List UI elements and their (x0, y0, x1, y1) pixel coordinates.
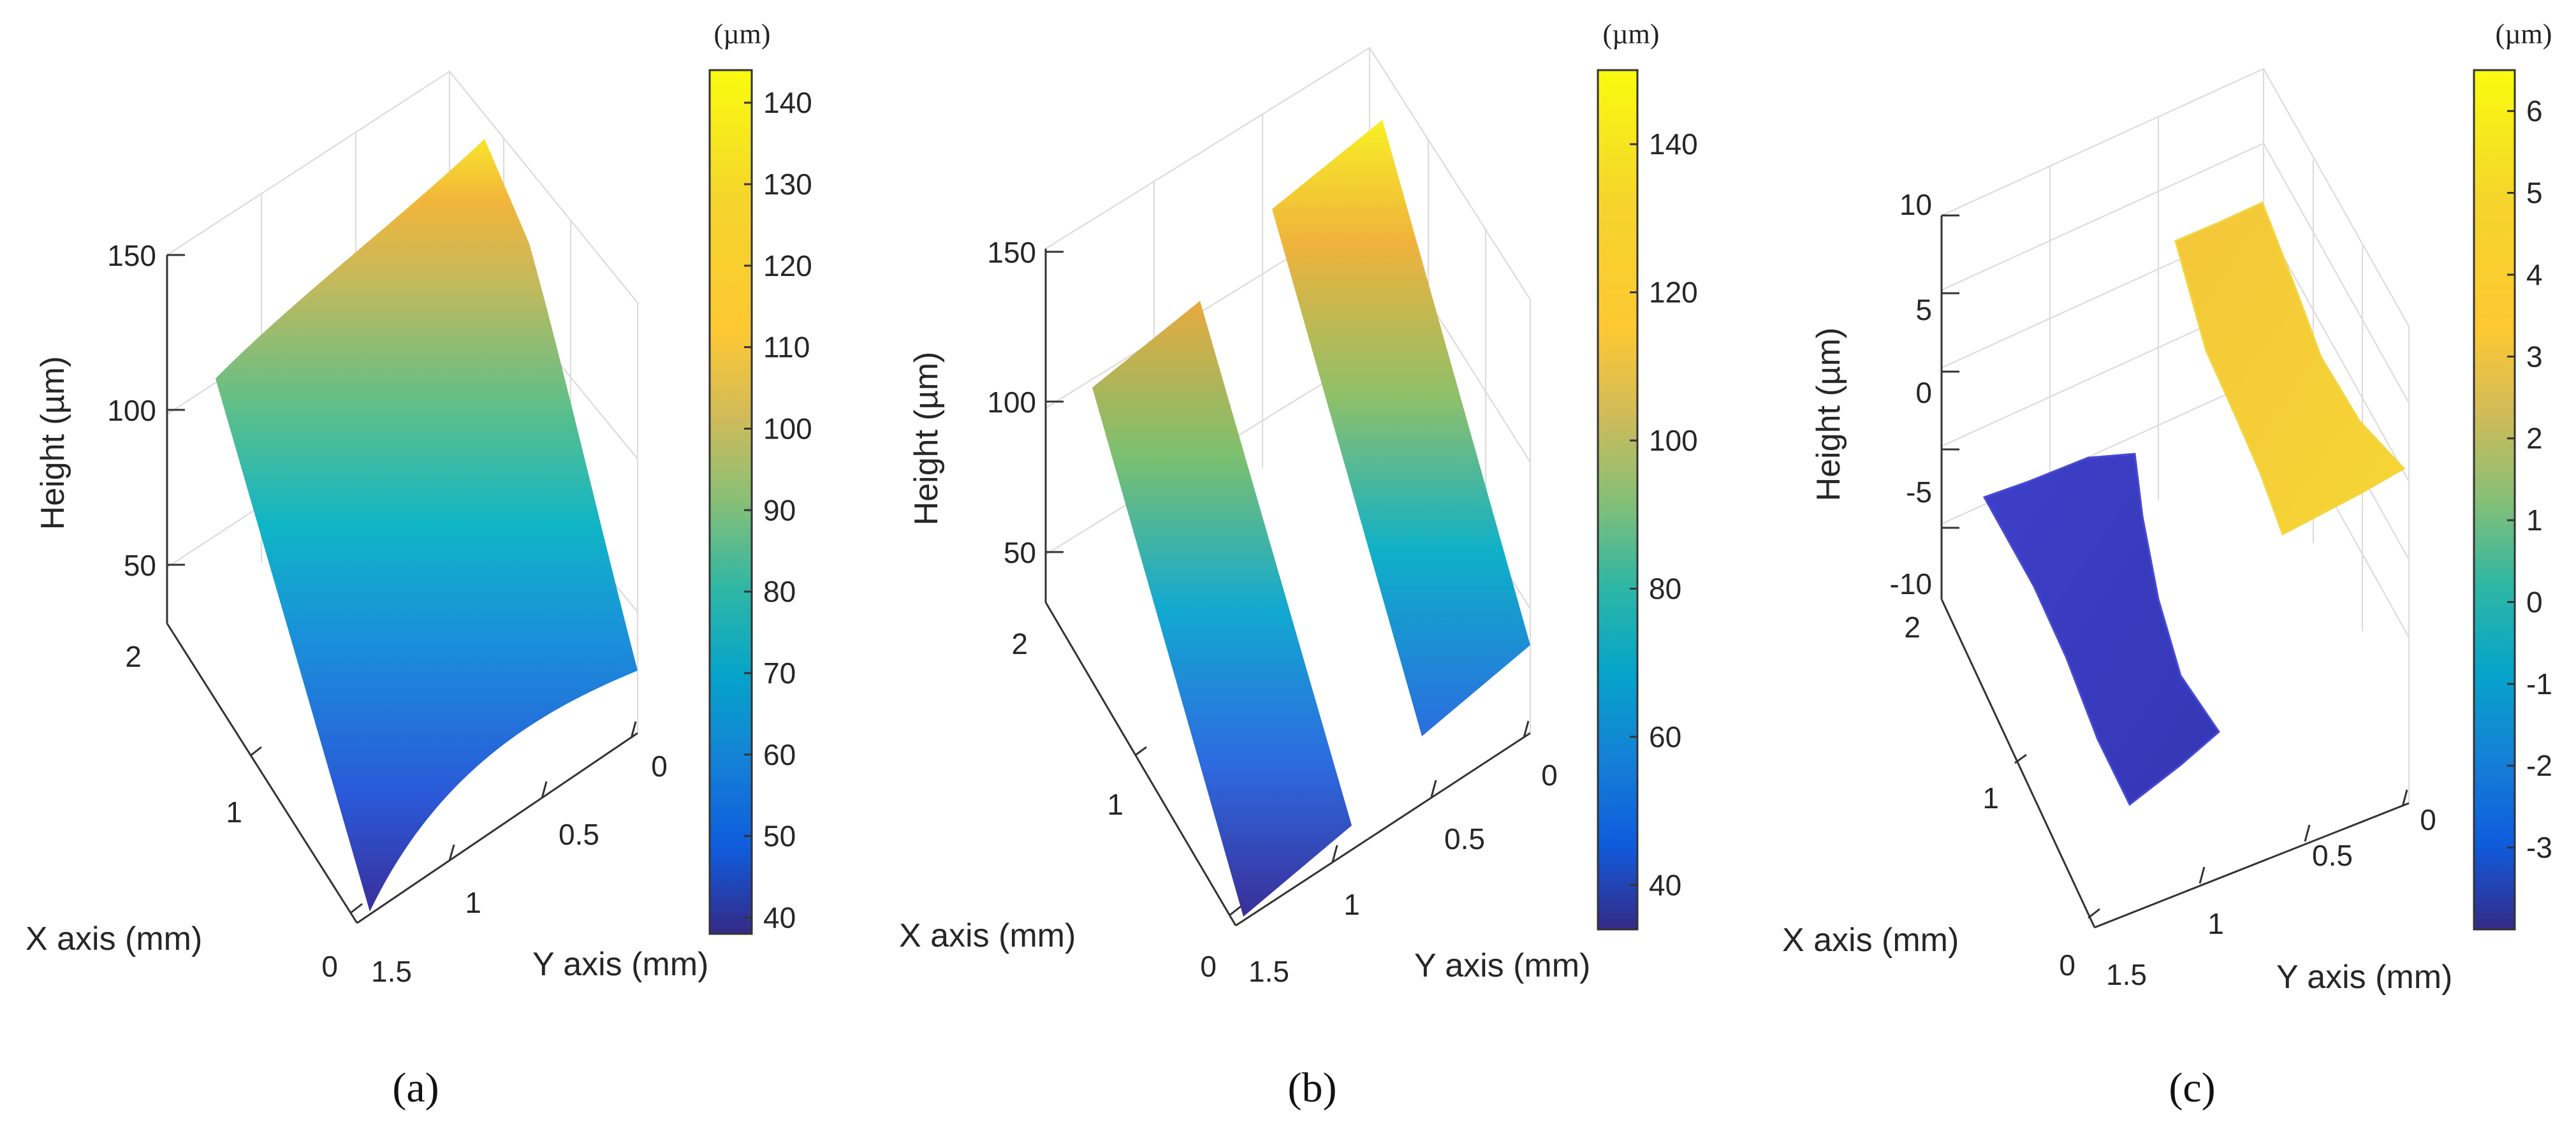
panel-b-y-tick-1: 1 (1343, 888, 1360, 921)
panel-c-colorbar-ticks: 6 5 4 3 2 1 0 -1 -2 -3 (2507, 94, 2552, 864)
panel-b-colorbar-tick-label: 140 (1649, 127, 1698, 161)
panel-c-colorbar-gradient (2474, 70, 2515, 929)
panel-c-caption: (c) (2169, 1065, 2215, 1111)
panel-b-colorbar: 140 120 100 80 60 40 (1597, 69, 1698, 931)
panel-a-colorbar-tick-label: 140 (763, 86, 812, 119)
panel-c-surface-left (1982, 453, 2220, 806)
panel-b-z-tick-50: 50 (1004, 536, 1036, 569)
panel-a-axes (166, 254, 638, 924)
panel-a-colorbar-tick-label: 50 (763, 820, 796, 853)
panel-c-xlabel: X axis (mm) (1782, 922, 1959, 959)
panel-c-colorbar-tick-label: 5 (2526, 177, 2543, 210)
panel-a-xlabel: X axis (mm) (26, 920, 202, 957)
panel-c-y-tick-1: 1 (2207, 907, 2224, 940)
panel-a-x-tick-0: 0 (321, 950, 338, 983)
panel-a-z-tick-50: 50 (124, 549, 156, 582)
panel-b-colorbar-ticks: 140 120 100 80 60 40 (1630, 127, 1698, 901)
panel-c-colorbar-tick-label: -1 (2526, 667, 2552, 701)
panel-c-z-tick-minus5: -5 (1906, 476, 1932, 509)
panel-c-colorbar-tick-label: 0 (2526, 585, 2543, 618)
panel-b-x-tick-0: 0 (1200, 950, 1217, 983)
panel-b-colorbar-tick-label: 120 (1649, 276, 1698, 309)
panel-a-ylabel: Y axis (mm) (532, 946, 708, 983)
panel-a-colorbar-tick-label: 80 (763, 575, 796, 608)
panel-b-y-tick-1.5: 1.5 (1248, 955, 1289, 988)
panel-c-ylabel: Y axis (mm) (2276, 959, 2452, 996)
panel-b-z-tick-100: 100 (987, 386, 1036, 419)
panel-b-xlabel: X axis (mm) (899, 917, 1076, 954)
panel-a-colorbar-gradient (710, 70, 752, 934)
panel-a-colorbar-tick-label: 120 (763, 249, 812, 282)
panel-c-axes (1940, 214, 2410, 929)
panel-a-z-tick-100: 100 (107, 394, 156, 427)
panel-c: 10 5 0 -5 -10 2 1 0 0 0.5 1 1.5 Height (… (1782, 18, 2552, 1111)
panel-c-y-tick-0.5: 0.5 (2312, 839, 2353, 872)
panel-b: 150 100 50 2 1 0 0 0.5 1 1.5 Height (µm)… (899, 18, 1698, 1111)
panel-a-y-tick-1: 1 (465, 886, 481, 919)
panel-b-colorbar-gradient (1598, 70, 1637, 929)
panel-b-colorbar-tick-label: 40 (1649, 868, 1681, 901)
panel-c-colorbar-tick-label: 2 (2526, 422, 2543, 455)
panel-a-x-tick-2: 2 (125, 640, 142, 673)
panel-a-colorbar-unit: (µm) (714, 18, 771, 50)
panel-c-y-tick-1.5: 1.5 (2106, 958, 2147, 991)
panel-a-colorbar-tick-label: 100 (763, 412, 812, 445)
panel-a-caption: (a) (392, 1065, 439, 1111)
panel-c-z-tick-0: 0 (1915, 376, 1932, 409)
panel-c-x-tick-2: 2 (1904, 611, 1921, 644)
panel-b-caption: (b) (1288, 1065, 1337, 1111)
panel-b-colorbar-unit: (µm) (1603, 18, 1660, 50)
panel-c-y-tick-0: 0 (2420, 803, 2436, 836)
panel-c-colorbar-tick-label: 1 (2526, 504, 2543, 537)
panel-b-colorbar-tick-label: 80 (1649, 572, 1681, 605)
panel-c-colorbar-tick-label: -3 (2526, 831, 2552, 864)
panel-c-colorbar-tick-label: 3 (2526, 340, 2543, 373)
panel-b-y-tick-0: 0 (1541, 759, 1558, 792)
panel-c-zlabel: Height (µm) (1810, 328, 1847, 502)
panel-c-z-tick-5: 5 (1915, 293, 1932, 326)
panel-b-colorbar-tick-label: 60 (1649, 720, 1681, 753)
panel-a-colorbar-tick-label: 90 (763, 493, 796, 527)
panel-a: 150 100 50 2 1 0 0 0.5 1 1.5 Height (µm)… (26, 18, 812, 1111)
panel-a-colorbar-tick-label: 60 (763, 738, 796, 771)
panel-a-zlabel: Height (µm) (34, 356, 71, 530)
panel-a-colorbar-tick-label: 110 (763, 331, 810, 364)
panel-a-colorbar-tick-label: 70 (763, 657, 796, 690)
panel-c-colorbar-tick-label: -2 (2526, 749, 2552, 782)
panel-b-x-tick-1: 1 (1107, 788, 1123, 821)
panel-b-zlabel: Height (µm) (908, 352, 945, 526)
panel-c-colorbar: 6 5 4 3 2 1 0 -1 -2 -3 (2473, 69, 2552, 931)
panel-a-y-tick-1.5: 1.5 (371, 955, 412, 988)
panel-b-axes (1044, 249, 1531, 927)
panel-b-z-tick-150: 150 (987, 236, 1036, 269)
panel-a-colorbar-ticks: 140 130 120 110 100 90 80 70 60 50 40 (744, 86, 812, 934)
panel-b-surface-left (1092, 301, 1352, 917)
panel-b-x-tick-2: 2 (1011, 627, 1028, 660)
panel-a-surface (216, 139, 638, 912)
panel-c-z-tick-10: 10 (1899, 188, 1932, 221)
panel-c-colorbar-unit: (µm) (2496, 18, 2552, 50)
panel-a-z-tick-150: 150 (107, 239, 156, 272)
panel-a-colorbar-tick-label: 130 (763, 168, 812, 201)
panel-c-z-tick-minus10: -10 (1890, 567, 1932, 600)
panel-b-y-tick-0.5: 0.5 (1444, 822, 1485, 855)
panel-a-colorbar: 140 130 120 110 100 90 80 70 60 50 40 (708, 69, 812, 935)
panel-c-x-tick-0: 0 (2059, 949, 2075, 982)
panel-c-x-tick-1: 1 (1982, 782, 1999, 815)
panel-a-y-tick-0: 0 (651, 750, 668, 783)
panel-a-y-tick-0.5: 0.5 (559, 818, 599, 851)
panel-b-ylabel: Y axis (mm) (1414, 947, 1590, 984)
panel-c-surface-right (2174, 201, 2406, 536)
panel-c-colorbar-tick-label: 4 (2526, 258, 2543, 291)
panel-b-colorbar-tick-label: 100 (1649, 424, 1698, 457)
panel-a-colorbar-tick-label: 40 (763, 901, 796, 934)
panel-b-surface-right (1272, 120, 1530, 736)
panel-a-x-tick-1: 1 (226, 796, 242, 829)
panel-c-colorbar-tick-label: 6 (2526, 94, 2543, 127)
